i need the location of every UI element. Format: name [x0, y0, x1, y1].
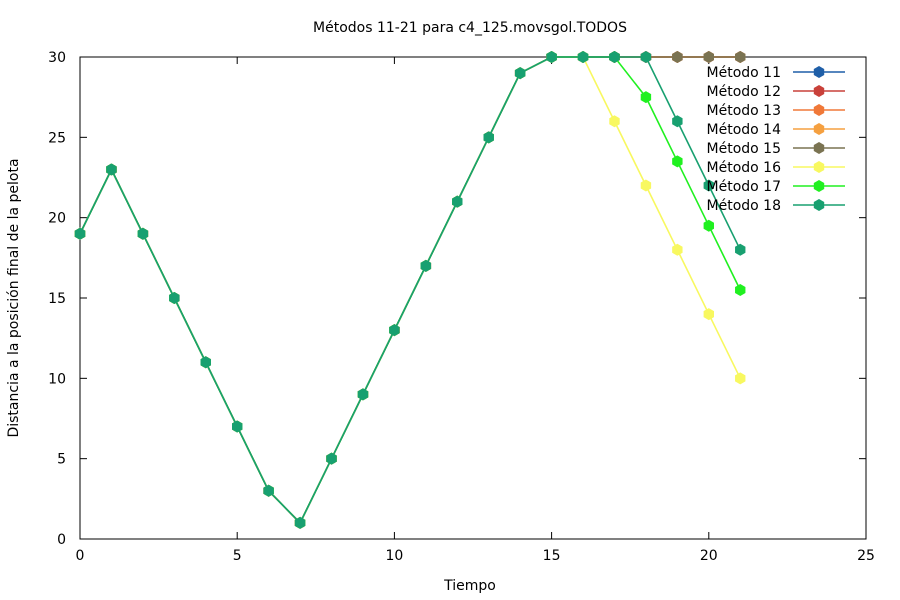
data-point — [294, 516, 306, 529]
y-tick-label: 20 — [48, 211, 66, 227]
data-point — [672, 243, 683, 256]
data-point — [735, 243, 746, 256]
legend-label: Método 16 — [707, 160, 782, 176]
y-tick-label: 10 — [48, 371, 66, 387]
data-point — [609, 51, 620, 63]
series-line — [79, 56, 741, 525]
legend-label: Método 11 — [707, 65, 781, 81]
data-point — [703, 308, 714, 321]
data-point — [326, 452, 337, 465]
data-point — [106, 163, 117, 176]
series-4 — [74, 51, 746, 529]
legend-marker — [813, 199, 825, 211]
data-point — [735, 51, 746, 63]
legend-label: Método 13 — [707, 103, 781, 119]
data-point — [263, 484, 274, 497]
series-line — [79, 56, 741, 525]
data-point — [703, 179, 714, 192]
legend-marker — [813, 66, 825, 78]
series-6 — [74, 51, 746, 529]
legend-item: Método 15 — [707, 141, 845, 157]
data-point — [672, 51, 683, 63]
data-point — [200, 356, 211, 369]
data-point — [672, 115, 683, 128]
data-point — [420, 259, 432, 272]
data-point — [74, 227, 86, 240]
legend-marker — [813, 142, 825, 154]
legend-label: Método 14 — [707, 122, 782, 138]
legend-item: Método 14 — [707, 122, 845, 138]
data-point — [640, 91, 652, 104]
series-1 — [74, 51, 746, 529]
legend-item: Método 17 — [707, 179, 845, 195]
series-line — [79, 56, 741, 525]
legend-label: Método 17 — [707, 179, 781, 195]
data-point — [577, 51, 589, 63]
series-line — [79, 56, 741, 525]
data-point — [357, 388, 369, 401]
axis-ticks: 0 5 10 15 20 25 0 5 10 15 20 25 30 — [48, 50, 875, 564]
series-3 — [74, 51, 746, 529]
x-tick-label: 5 — [233, 548, 242, 564]
x-tick-label: 0 — [76, 548, 85, 564]
series-2 — [74, 51, 746, 529]
data-point — [452, 195, 463, 208]
data-point — [514, 67, 526, 80]
series-7 — [74, 51, 746, 529]
legend-marker — [813, 123, 825, 135]
x-tick-label: 20 — [700, 548, 718, 564]
data-point — [672, 155, 683, 168]
data-point — [389, 324, 400, 337]
legend-item: Método 13 — [707, 103, 845, 119]
data-point — [640, 179, 652, 192]
data-point — [703, 51, 714, 63]
y-tick-label: 15 — [48, 291, 66, 307]
data-point — [703, 219, 714, 232]
x-tick-label: 15 — [543, 548, 561, 564]
series-line — [79, 56, 741, 525]
series-line — [79, 56, 741, 525]
data-point — [735, 372, 746, 385]
legend-marker — [813, 85, 825, 97]
y-tick-label: 30 — [48, 50, 66, 66]
data-point — [137, 227, 149, 240]
series-line — [79, 56, 741, 525]
data-point — [609, 115, 620, 128]
y-tick-label: 0 — [57, 532, 66, 548]
chart-title: Métodos 11-21 para c4_125.movsgol.TODOS — [313, 20, 627, 36]
legend-item: Método 18 — [707, 198, 845, 214]
data-point — [483, 131, 494, 144]
data-point — [735, 283, 746, 296]
legend-label: Método 18 — [707, 198, 781, 214]
x-tick-label: 25 — [857, 548, 875, 564]
legend-label: Método 15 — [707, 141, 781, 157]
legend: Método 11 Método 12 Método 13 Método 14 Méto… — [707, 65, 845, 214]
data-point — [232, 420, 243, 433]
legend-marker — [813, 180, 825, 192]
data-point — [640, 51, 652, 63]
legend-item: Método 12 — [707, 84, 845, 100]
y-axis-label: Distancia a la posición final de la pelo… — [6, 158, 22, 437]
y-tick-label: 5 — [57, 452, 66, 468]
series-group — [74, 51, 746, 529]
legend-label: Método 12 — [707, 84, 781, 100]
series-line — [79, 56, 741, 525]
legend-item: Método 16 — [707, 160, 845, 176]
series-8 — [74, 51, 746, 529]
legend-marker — [813, 104, 825, 116]
x-tick-label: 10 — [385, 548, 403, 564]
data-point — [546, 51, 557, 63]
legend-item: Método 11 — [707, 65, 845, 81]
y-tick-label: 25 — [48, 130, 66, 146]
x-axis-label: Tiempo — [443, 578, 496, 594]
data-point — [169, 292, 180, 304]
legend-marker — [813, 161, 825, 173]
series-5 — [74, 51, 746, 529]
